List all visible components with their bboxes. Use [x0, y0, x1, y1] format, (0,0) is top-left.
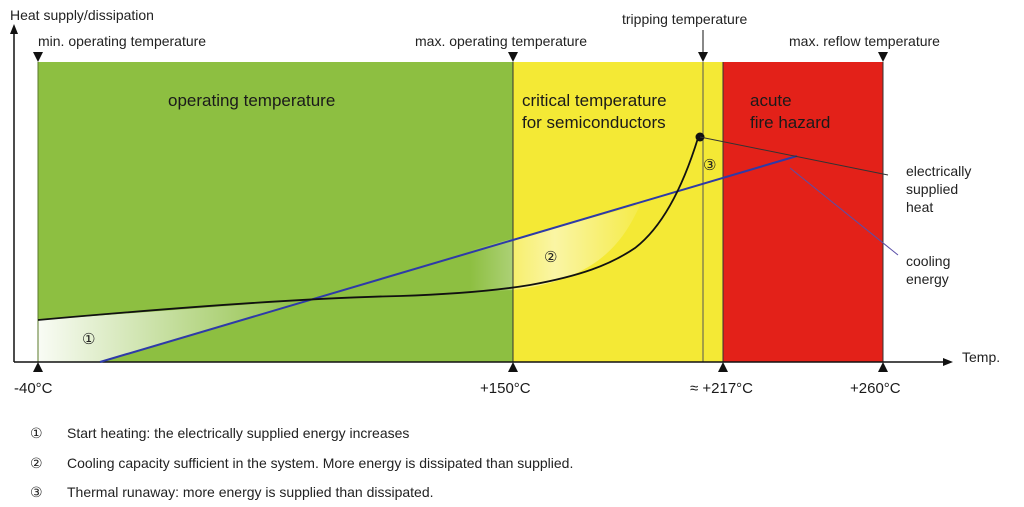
- legend-text-1: Start heating: the electrically supplied…: [67, 425, 409, 441]
- zone-fire: [723, 62, 883, 362]
- tick-label-4: +260°C: [850, 380, 901, 397]
- cooling-label-1: cooling: [906, 253, 950, 269]
- legend-marker-1: ①: [30, 425, 43, 441]
- supplied-label-1: electrically: [906, 163, 971, 179]
- label-tripping: tripping temperature: [622, 11, 748, 27]
- cooling-leader: [789, 167, 899, 256]
- legend-marker-2: ②: [30, 455, 43, 471]
- y-axis-label: Heat supply/dissipation: [10, 7, 154, 23]
- x-axis-label: Temp.: [962, 349, 1000, 365]
- cooling-energy-line: [99, 155, 798, 363]
- y-axis-arrow: [10, 24, 18, 34]
- zone-fire-label-2: fire hazard: [750, 113, 830, 132]
- cooling-label-2: energy: [906, 271, 949, 287]
- marker-max-operating: [508, 52, 518, 62]
- phase-marker-1: ①: [82, 331, 95, 348]
- supplied-label-2: supplied: [906, 181, 958, 197]
- label-max-reflow: max. reflow temperature: [789, 33, 940, 49]
- marker-max-reflow: [878, 52, 888, 62]
- zone-operating: [38, 62, 513, 362]
- marker-tripping: [698, 52, 708, 62]
- marker-min-operating: [33, 52, 43, 62]
- legend-text-2: Cooling capacity sufficient in the syste…: [67, 455, 573, 471]
- supplied-heat-curve: [37, 137, 699, 321]
- phase-marker-3: ③: [703, 157, 716, 174]
- tick-label-1: -40°C: [14, 380, 53, 397]
- legend-marker-3: ③: [30, 484, 43, 500]
- zone-operating-label: operating temperature: [168, 91, 335, 110]
- tick-marker-4: [878, 362, 888, 372]
- tick-marker-3: [718, 362, 728, 372]
- x-axis-arrow: [943, 358, 953, 366]
- region-phase-1: [38, 300, 310, 362]
- zone-critical-label-1: critical temperature: [522, 91, 667, 110]
- supplied-leader: [699, 136, 889, 176]
- zone-critical-label-2: for semiconductors: [522, 113, 666, 132]
- tick-marker-1: [33, 362, 43, 372]
- label-min-operating: min. operating temperature: [38, 33, 206, 49]
- zone-fire-label-1: acute: [750, 91, 792, 110]
- supplied-label-3: heat: [906, 199, 933, 215]
- phase-marker-2: ②: [544, 249, 557, 266]
- label-max-operating: max. operating temperature: [415, 33, 587, 49]
- legend-text-3: Thermal runaway: more energy is supplied…: [67, 484, 434, 500]
- tick-label-3: ≈ +217°C: [690, 380, 753, 397]
- tick-marker-2: [508, 362, 518, 372]
- tick-label-2: +150°C: [480, 380, 531, 397]
